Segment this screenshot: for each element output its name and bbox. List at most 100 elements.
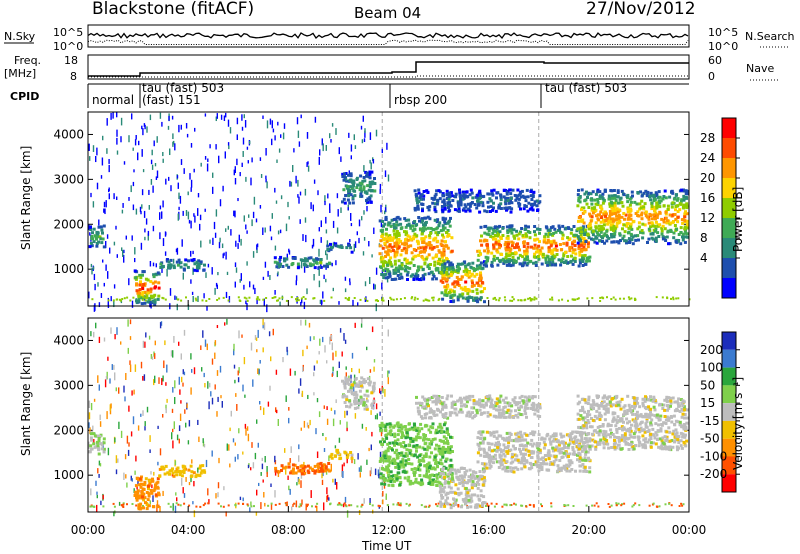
echo-point [363, 179, 367, 183]
echo-point [434, 254, 438, 258]
echo-point [190, 470, 194, 474]
echo-point [465, 296, 469, 300]
echo-point [518, 202, 522, 206]
echo-point [673, 224, 677, 227]
echo-point [620, 215, 624, 219]
scatter-point [280, 195, 283, 200]
echo-point [159, 262, 163, 266]
scatter-point [193, 213, 195, 217]
echo-point [436, 260, 440, 263]
echo-point [367, 188, 371, 192]
echo-point [481, 483, 485, 487]
echo-point [382, 476, 386, 480]
echo-point [610, 201, 614, 205]
scatter-point [313, 372, 315, 377]
scatter-point [116, 137, 118, 145]
scatter-point [160, 321, 163, 326]
echo-point [182, 468, 186, 472]
scatter-point [122, 249, 124, 257]
scatter-point [99, 421, 102, 427]
echo-point [199, 262, 203, 265]
echo-point [167, 472, 171, 476]
echo-point [440, 251, 444, 255]
echo-point [345, 395, 349, 399]
echo-point [594, 221, 598, 225]
echo-point [324, 469, 327, 473]
echo-point [511, 241, 515, 245]
ground-scatter-point [316, 502, 319, 505]
ground-scatter-point [246, 503, 249, 506]
echo-point [467, 498, 471, 502]
echo-point [438, 452, 442, 456]
echo-point [424, 235, 428, 239]
echo-point [393, 262, 397, 266]
echo-point [660, 232, 664, 236]
echo-point [386, 276, 390, 279]
echo-point [468, 479, 472, 483]
ground-scatter-point [344, 297, 347, 300]
echo-point [441, 487, 445, 491]
echo-point [683, 225, 687, 229]
echo-point [658, 223, 662, 227]
echo-point [655, 206, 659, 210]
scatter-point [165, 232, 167, 236]
echo-point [389, 249, 393, 253]
scatter-point [123, 385, 125, 393]
scatter-point [224, 322, 226, 326]
echo-point [492, 201, 495, 205]
scatter-point [98, 219, 100, 226]
scatter-point [223, 486, 225, 491]
echo-point [575, 445, 579, 449]
echo-point [178, 473, 182, 477]
echo-point [665, 235, 669, 239]
scatter-point [320, 237, 322, 243]
echo-point [483, 209, 487, 213]
echo-point [572, 248, 576, 252]
echo-point [450, 468, 453, 472]
echo-point [595, 214, 598, 218]
scatter-point [134, 247, 136, 255]
scatter-point [267, 270, 269, 277]
echo-point [422, 257, 426, 261]
echo-point [370, 182, 374, 186]
echo-point [669, 230, 673, 233]
echo-point [495, 196, 498, 200]
echo-point [599, 205, 602, 209]
echo-point [418, 468, 422, 472]
scatter-point [125, 373, 127, 381]
echo-point [681, 235, 684, 239]
scatter-point [171, 473, 174, 477]
echo-point [382, 264, 385, 268]
echo-point [410, 251, 414, 255]
echo-point [440, 439, 444, 443]
scatter-point [172, 141, 174, 147]
echo-point [420, 277, 424, 280]
scatter-point [219, 237, 221, 243]
echo-point [553, 227, 557, 231]
scatter-point [357, 302, 359, 306]
echo-point [613, 204, 617, 208]
scatter-point [95, 480, 97, 486]
echo-point [523, 261, 527, 265]
echo-point [439, 504, 443, 508]
echo-point [460, 294, 464, 298]
echo-point [535, 204, 539, 208]
echo-point [485, 243, 489, 247]
echo-point [583, 431, 587, 435]
echo-point [425, 472, 429, 476]
echo-point [473, 505, 477, 509]
scatter-point [176, 497, 178, 502]
echo-point [420, 237, 424, 241]
echo-point [136, 489, 140, 493]
ground-scatter-point [403, 297, 406, 300]
scatter-point [313, 336, 315, 340]
scatter-point [106, 118, 108, 126]
ground-scatter-point [428, 504, 431, 507]
echo-point [395, 241, 398, 245]
echo-point [379, 239, 383, 243]
scatter-point [252, 379, 254, 387]
echo-point [365, 407, 369, 411]
scatter-point [158, 377, 160, 384]
echo-point [345, 186, 349, 190]
echo-point [477, 477, 481, 481]
